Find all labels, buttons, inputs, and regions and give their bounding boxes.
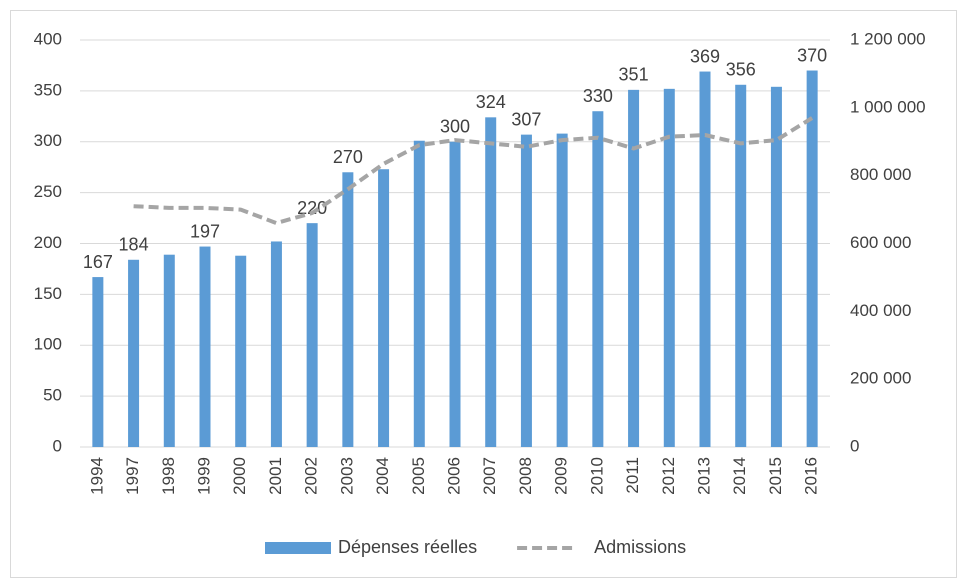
x-tick-label: 2000: [230, 457, 249, 495]
legend-label: Dépenses réelles: [338, 537, 477, 557]
data-label: 197: [190, 221, 220, 241]
bar: [735, 84, 747, 448]
bar: [378, 169, 390, 447]
x-tick-label: 2014: [730, 457, 749, 495]
data-label: 184: [119, 235, 149, 255]
data-label: 356: [726, 60, 756, 80]
bar: [92, 277, 104, 447]
bar: [592, 111, 604, 447]
x-tick-label: 2003: [337, 457, 356, 495]
bar: [413, 140, 425, 448]
data-label: 351: [619, 65, 649, 85]
y-tick-label: 300: [34, 131, 62, 150]
legend-label: Admissions: [594, 537, 686, 557]
x-tick-label: 2005: [409, 457, 428, 495]
x-tick-label: 2016: [802, 457, 821, 495]
line: [133, 116, 814, 226]
x-tick-label: 2001: [266, 457, 285, 495]
bar: [342, 172, 354, 447]
bar: [128, 259, 140, 447]
bar: [485, 117, 497, 447]
bar: [235, 255, 247, 447]
bar: [306, 223, 318, 447]
y2-tick-label: 1 000 000: [850, 97, 926, 116]
data-label: 307: [511, 109, 541, 129]
y2-tick-label: 0: [850, 436, 859, 455]
legend-swatch: [265, 542, 331, 554]
bar: [806, 70, 818, 448]
data-label: 220: [297, 198, 327, 218]
y2-tick-label: 1 200 000: [850, 29, 926, 48]
bar: [628, 89, 640, 448]
x-tick-label: 2002: [302, 457, 321, 495]
x-tick-label: 2007: [480, 457, 499, 495]
y-tick-label: 100: [34, 335, 62, 354]
y2-tick-label: 800 000: [850, 165, 911, 184]
x-tick-label: 2015: [766, 457, 785, 495]
x-tick-label: 2011: [623, 457, 642, 494]
data-label: 300: [440, 117, 470, 137]
x-tick-label: 2004: [373, 457, 392, 495]
y2-tick-label: 400 000: [850, 301, 911, 320]
bar: [163, 254, 175, 447]
bar: [520, 134, 532, 447]
y-tick-label: 200: [34, 233, 62, 252]
bar: [663, 88, 675, 447]
x-tick-label: 2010: [587, 457, 606, 495]
x-tick-label: 1997: [123, 457, 142, 495]
bar: [770, 86, 782, 448]
y-tick-label: 150: [34, 284, 62, 303]
x-tick-label: 2009: [552, 457, 571, 495]
bar: [449, 141, 461, 447]
x-tick-label: 1998: [159, 457, 178, 495]
x-tick-label: 1994: [87, 457, 106, 495]
data-label: 167: [83, 252, 113, 272]
x-tick-label: 2008: [516, 457, 535, 495]
bar: [199, 246, 211, 447]
y2-tick-label: 200 000: [850, 369, 911, 388]
y-tick-label: 350: [34, 80, 62, 99]
bar: [699, 71, 711, 447]
data-label: 330: [583, 86, 613, 106]
bar: [556, 133, 568, 448]
data-label: 270: [333, 147, 363, 167]
y-tick-label: 250: [34, 182, 62, 201]
y-tick-label: 400: [34, 29, 62, 48]
x-tick-label: 1999: [194, 457, 213, 495]
data-label: 370: [797, 45, 827, 65]
data-label: 369: [690, 46, 720, 66]
x-tick-label: 2013: [694, 457, 713, 495]
y-tick-label: 50: [43, 386, 62, 405]
y-tick-label: 0: [53, 436, 62, 455]
data-label: 324: [476, 92, 506, 112]
x-tick-label: 2012: [659, 457, 678, 495]
bar: [270, 241, 282, 447]
y2-tick-label: 600 000: [850, 233, 911, 252]
x-tick-label: 2006: [444, 457, 463, 495]
